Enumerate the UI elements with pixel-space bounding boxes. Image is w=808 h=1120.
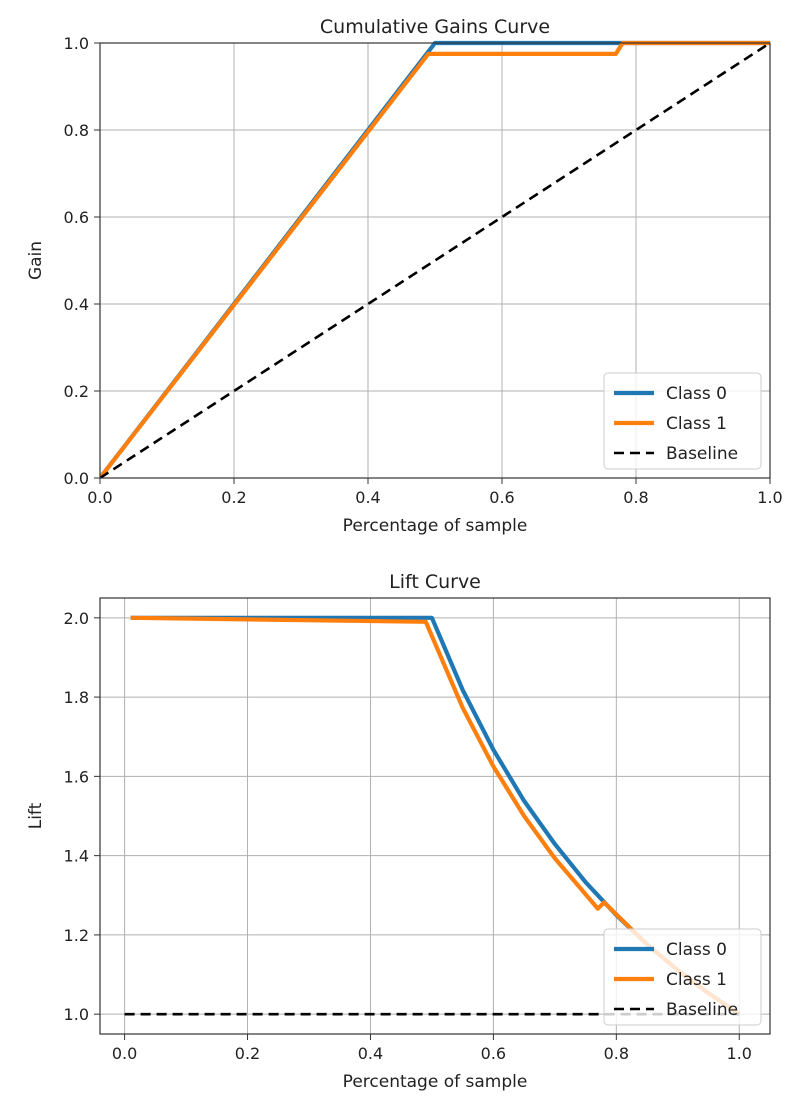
x-tick-label: 0.4	[355, 488, 380, 507]
x-tick-label: 0.0	[87, 488, 112, 507]
y-tick-label: 1.8	[64, 688, 89, 707]
cumulative-gains-chart: 0.0 0.2 0.4 0.6 0.8 1.0 0.0 0.2 0.4 0.6 0.8 1.0 Cum…	[26, 16, 783, 536]
y-tick-label: 1.0	[64, 34, 89, 53]
chart-title: Lift Curve	[389, 571, 481, 593]
legend: Class 0 Class 1 Baseline	[603, 928, 762, 1026]
y-axis-label: Lift	[26, 802, 46, 829]
y-tick-label: 1.0	[64, 1005, 89, 1024]
y-tick-label: 2.0	[64, 609, 89, 628]
y-axis-label: Gain	[26, 241, 46, 280]
y-tick-label: 1.4	[64, 847, 89, 866]
legend-label-class-1: Class 1	[666, 414, 727, 434]
y-tick-label: 0.6	[64, 208, 89, 227]
legend-label-class-1: Class 1	[666, 970, 727, 990]
x-tick-label: 0.8	[604, 1044, 629, 1063]
ticks: 0.0 0.2 0.4 0.6 0.8 1.0 0.0 0.2 0.4 0.6 0.8 1.0	[64, 34, 783, 507]
series-line-baseline	[100, 41, 770, 478]
x-tick-label: 0.6	[489, 488, 514, 507]
legend-label-class-0: Class 0	[666, 940, 727, 960]
chart-title: Cumulative Gains Curve	[320, 16, 550, 38]
plot-frame	[99, 42, 771, 479]
x-tick-label: 0.0	[112, 1044, 137, 1063]
y-tick-label: 1.6	[64, 767, 89, 786]
ticks: 0.0 0.2 0.4 0.6 0.8 1.0 1.0 1.2 1.4 1.6 1.8 2.0	[64, 609, 752, 1063]
x-axis-label: Percentage of sample	[343, 1072, 528, 1092]
legend-box	[603, 372, 762, 470]
plot-frame	[99, 597, 771, 1035]
y-tick-label: 0.4	[64, 295, 89, 314]
legend: Class 0 Class 1 Baseline	[603, 372, 762, 470]
y-tick-label: 0.0	[64, 469, 89, 488]
x-tick-label: 0.4	[358, 1044, 383, 1063]
x-tick-label: 0.2	[221, 488, 246, 507]
y-tick-label: 1.2	[64, 926, 89, 945]
y-tick-label: 0.8	[64, 121, 89, 140]
x-tick-label: 1.0	[757, 488, 782, 507]
x-axis-label: Percentage of sample	[343, 516, 528, 536]
legend-label-class-0: Class 0	[666, 384, 727, 404]
lift-chart: 0.0 0.2 0.4 0.6 0.8 1.0 1.0 1.2 1.4 1.6 1.8 2.0 Lif…	[26, 571, 771, 1092]
grid	[99, 42, 771, 479]
legend-label-baseline: Baseline	[666, 444, 738, 464]
x-tick-label: 0.2	[235, 1044, 260, 1063]
x-tick-label: 0.8	[623, 488, 648, 507]
legend-box	[603, 928, 762, 1026]
x-tick-label: 1.0	[727, 1044, 752, 1063]
x-tick-label: 0.6	[481, 1044, 506, 1063]
y-tick-label: 0.2	[64, 382, 89, 401]
legend-label-baseline: Baseline	[666, 1000, 738, 1020]
